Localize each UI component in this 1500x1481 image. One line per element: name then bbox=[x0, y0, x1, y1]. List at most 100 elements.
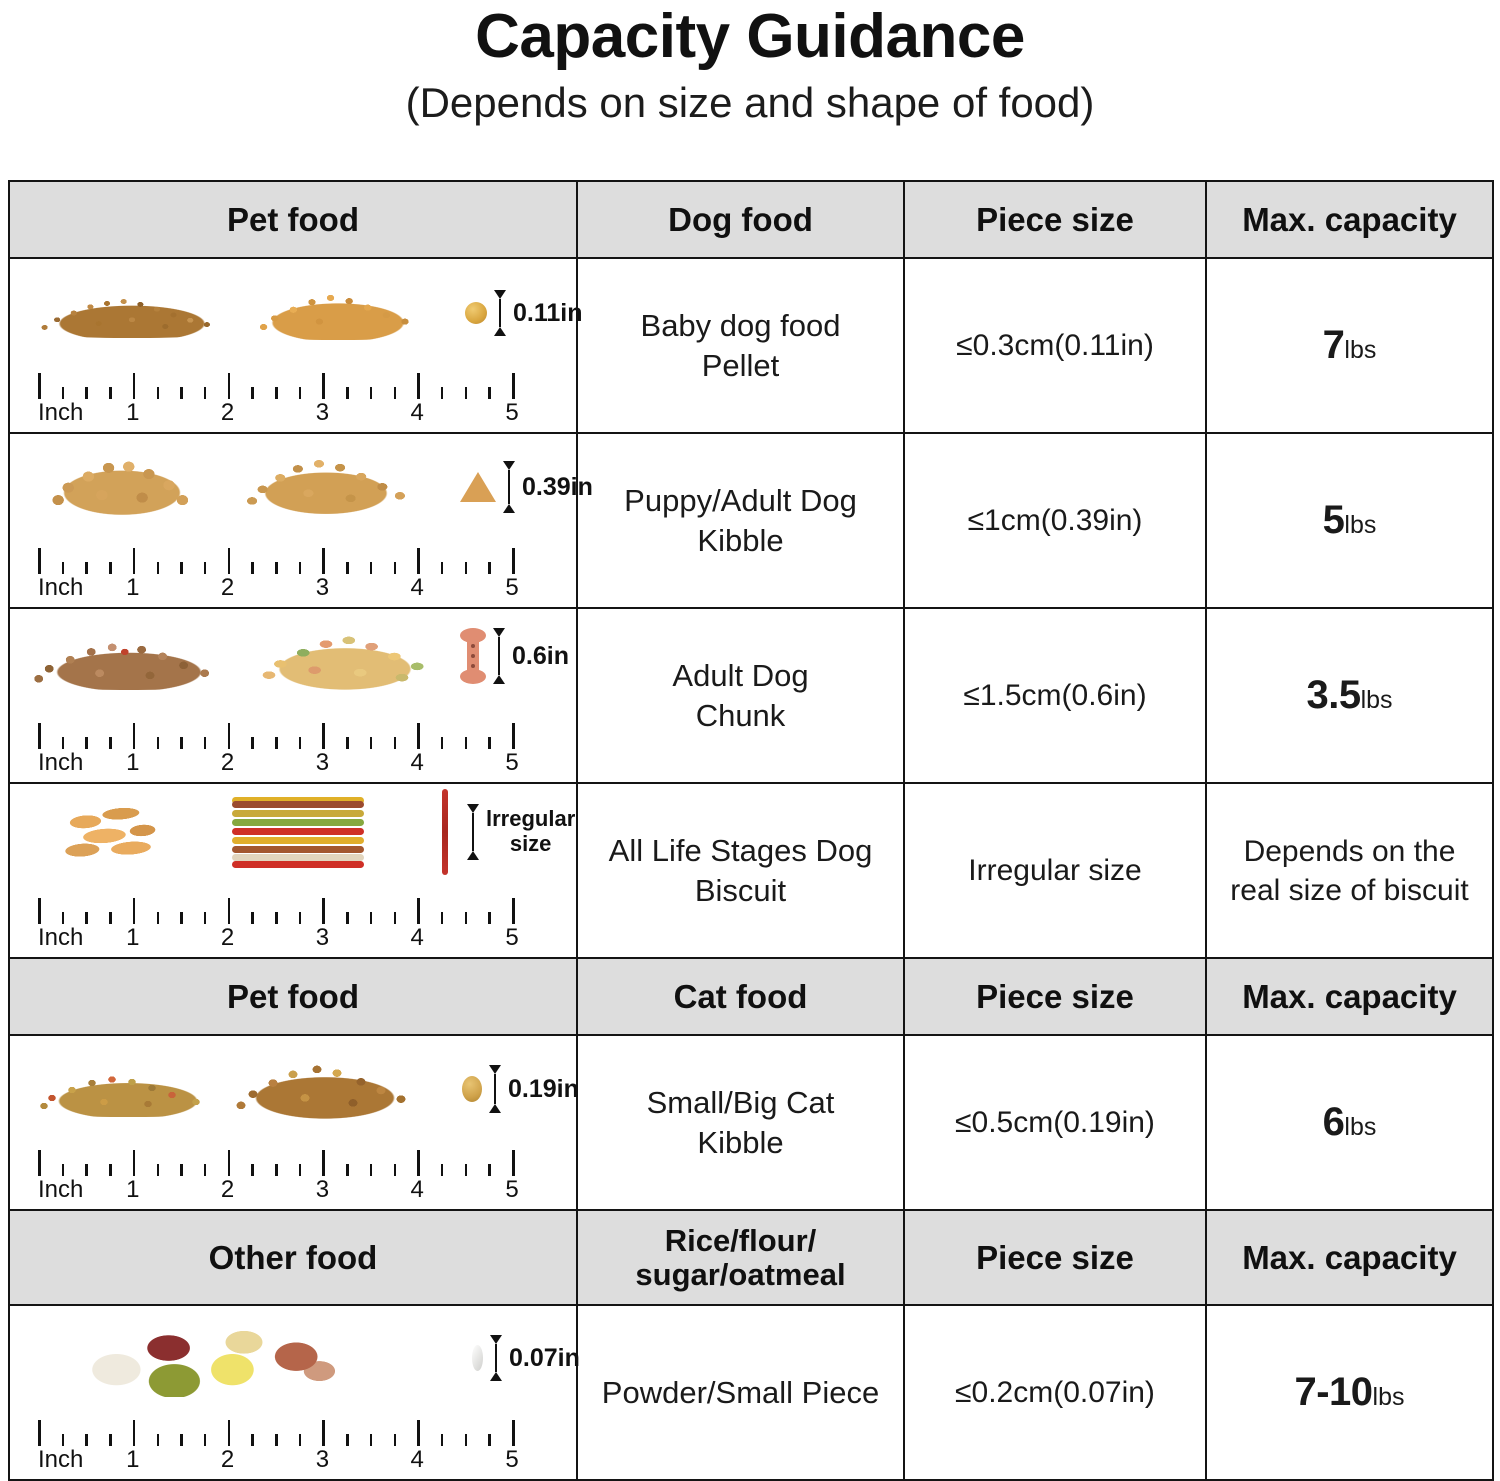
measure-label: 0.19in bbox=[508, 1075, 579, 1103]
ruler-tick-label: 5 bbox=[505, 924, 519, 951]
food-name-line-1: All Life Stages Dog bbox=[608, 832, 873, 868]
max-capacity-cell: 7lbs bbox=[1205, 257, 1494, 434]
ruler-tick-label: 5 bbox=[505, 574, 519, 601]
ruler-tick-label: 3 bbox=[315, 399, 330, 426]
sample-cell-puppy-adult-kibble: 0.39in Inch 1 2 3 4 5 bbox=[8, 432, 593, 609]
table-header-dog: Pet food Dog food Piece size Max. capaci… bbox=[8, 180, 1494, 259]
piece-size-cell: ≤0.2cm(0.07in) bbox=[903, 1304, 1207, 1481]
ruler-tick-label: 4 bbox=[410, 574, 424, 601]
table-row: 0.6in Inch 1 2 3 4 5 Adult Dog Chunk ≤1.5cm(0… bbox=[8, 607, 1494, 784]
piece-size-cell: ≤0.3cm(0.11in) bbox=[903, 257, 1207, 434]
oval-kibble-swatch-icon bbox=[462, 1076, 482, 1102]
header-piece-size-dog: Piece size bbox=[903, 180, 1207, 259]
ruler-tick-label: 3 bbox=[315, 574, 330, 601]
piece-size-cell: Irregular size bbox=[903, 782, 1207, 959]
ruler-scale: Inch 1 2 3 4 5 bbox=[38, 1416, 519, 1474]
ruler-tick-label: 2 bbox=[220, 574, 235, 601]
ruler-tick-label: 1 bbox=[126, 1176, 140, 1203]
piece-swatch-group: lrregular size bbox=[442, 789, 575, 875]
table-header-cat: Pet food Cat food Piece size Max. capaci… bbox=[8, 957, 1494, 1036]
capacity-unit: lbs bbox=[1360, 686, 1393, 714]
max-capacity-cell: Depends on the real size of biscuit bbox=[1205, 782, 1494, 959]
header-max-capacity-cat: Max. capacity bbox=[1205, 957, 1494, 1036]
ruler-numbers: Inch 1 2 3 4 5 bbox=[38, 574, 519, 601]
capacity-number: 5 bbox=[1322, 498, 1345, 542]
measure-label: 0.07in bbox=[509, 1344, 580, 1372]
ruler-tick-label: 5 bbox=[505, 749, 519, 776]
measure-label: 0.11in bbox=[513, 299, 583, 327]
max-capacity-cell: 5lbs bbox=[1205, 432, 1494, 609]
table-row: 0.11in Inch 1 2 3 4 5 Baby dog food Pellet ≤0… bbox=[8, 257, 1494, 434]
capacity-unit: lbs bbox=[1344, 511, 1377, 539]
food-pile-image bbox=[38, 453, 206, 515]
food-name-cell: Small/Big Cat Kibble bbox=[576, 1034, 905, 1211]
ruler-tick-label: 5 bbox=[505, 1446, 519, 1473]
piece-size-cell: ≤1.5cm(0.6in) bbox=[903, 607, 1207, 784]
header-max-capacity-other: Max. capacity bbox=[1205, 1209, 1494, 1306]
ruler-tick-label: 2 bbox=[220, 924, 235, 951]
capacity-text-line-1: Depends on the bbox=[1243, 834, 1456, 868]
table-row: 0.39in Inch 1 2 3 4 5 Puppy/Adult Dog Kibble … bbox=[8, 432, 1494, 609]
ruler-unit-label: Inch bbox=[38, 749, 84, 776]
sample-cell-powder-small-piece: 0.07in Inch 1 2 3 4 5 bbox=[8, 1304, 580, 1481]
food-pile-image bbox=[245, 286, 431, 340]
page-subtitle: (Depends on size and shape of food) bbox=[405, 78, 1095, 126]
measure-label: lrregular size bbox=[486, 807, 575, 856]
measure-bracket-icon bbox=[503, 461, 515, 513]
sample-cell-adult-dog-chunk: 0.6in Inch 1 2 3 4 5 bbox=[8, 607, 578, 784]
header-piece-size-other: Piece size bbox=[903, 1209, 1207, 1306]
table-row: 0.19in Inch 1 2 3 4 5 Small/Big Cat Kibble ≤0… bbox=[8, 1034, 1494, 1211]
food-name-line-2: Kibble bbox=[697, 522, 784, 558]
capacity-unit: lbs bbox=[1344, 1113, 1377, 1141]
ruler-tick-label: 2 bbox=[220, 399, 235, 426]
title-block: Capacity Guidance (Depends on size and s… bbox=[0, 0, 1500, 127]
food-name-line-2: Chunk bbox=[695, 697, 786, 733]
ruler-tick-label: 1 bbox=[126, 399, 140, 426]
food-name-cell: Adult Dog Chunk bbox=[576, 607, 905, 784]
measure-label: 0.6in bbox=[512, 642, 569, 670]
food-pile-image bbox=[250, 628, 440, 690]
ruler-tick-label: 2 bbox=[220, 749, 235, 776]
measure-bracket-icon bbox=[467, 804, 479, 860]
ruler-unit-label: Inch bbox=[38, 924, 84, 951]
sample-cell-baby-dog-pellet: 0.11in Inch 1 2 3 4 5 bbox=[8, 257, 583, 434]
measure-label: 0.39in bbox=[522, 473, 593, 501]
header-line-2: sugar/oatmeal bbox=[635, 1256, 846, 1292]
measure-bracket-icon bbox=[494, 290, 506, 336]
ruler-ticks bbox=[38, 719, 515, 749]
food-pile-image bbox=[24, 634, 234, 690]
ruler-unit-label: Inch bbox=[38, 399, 84, 426]
measure-bracket-icon bbox=[493, 628, 505, 684]
grain-swatch-icon bbox=[472, 1345, 483, 1371]
food-name-line-2: Biscuit bbox=[694, 872, 787, 908]
food-name-line-1: Baby dog food bbox=[640, 307, 841, 343]
max-capacity-cell: 6lbs bbox=[1205, 1034, 1494, 1211]
capacity-number: 3.5 bbox=[1306, 673, 1361, 717]
food-name-line-1: Small/Big Cat bbox=[646, 1084, 835, 1120]
table-row: 0.07in Inch 1 2 3 4 5 Powder/Small Piece ≤0.2… bbox=[8, 1304, 1494, 1481]
food-pile-image bbox=[28, 290, 236, 338]
header-pet-food-dog: Pet food bbox=[8, 180, 578, 259]
ruler-tick-label: 1 bbox=[126, 749, 140, 776]
ruler-tick-label: 4 bbox=[410, 1446, 424, 1473]
ruler-tick-label: 3 bbox=[315, 749, 330, 776]
food-name-line-1: Adult Dog bbox=[672, 657, 809, 693]
piece-swatch-group: 0.19in bbox=[462, 1065, 579, 1113]
food-name-line-1: Powder/Small Piece bbox=[601, 1374, 880, 1410]
ruler-tick-label: 4 bbox=[410, 399, 424, 426]
ruler-tick-label: 1 bbox=[126, 1446, 140, 1473]
header-piece-size-cat: Piece size bbox=[903, 957, 1207, 1036]
ruler-tick-label: 4 bbox=[410, 1176, 424, 1203]
table-row: lrregular size Inch 1 2 3 4 5 All Life Stages… bbox=[8, 782, 1494, 959]
ruler-unit-label: Inch bbox=[38, 1446, 84, 1473]
ruler-tick-label: 4 bbox=[410, 749, 424, 776]
food-pile-image bbox=[238, 451, 414, 515]
piece-swatch-group: 0.11in bbox=[465, 290, 583, 336]
food-pile-image bbox=[225, 1057, 425, 1119]
ruler-ticks bbox=[38, 894, 515, 924]
header-rice-flour-sugar-oatmeal: Rice/flour/ sugar/oatmeal bbox=[576, 1209, 905, 1306]
ruler-scale: Inch 1 2 3 4 5 bbox=[38, 1146, 519, 1204]
piece-size-cell: ≤1cm(0.39in) bbox=[903, 432, 1207, 609]
ruler-ticks bbox=[38, 369, 515, 399]
